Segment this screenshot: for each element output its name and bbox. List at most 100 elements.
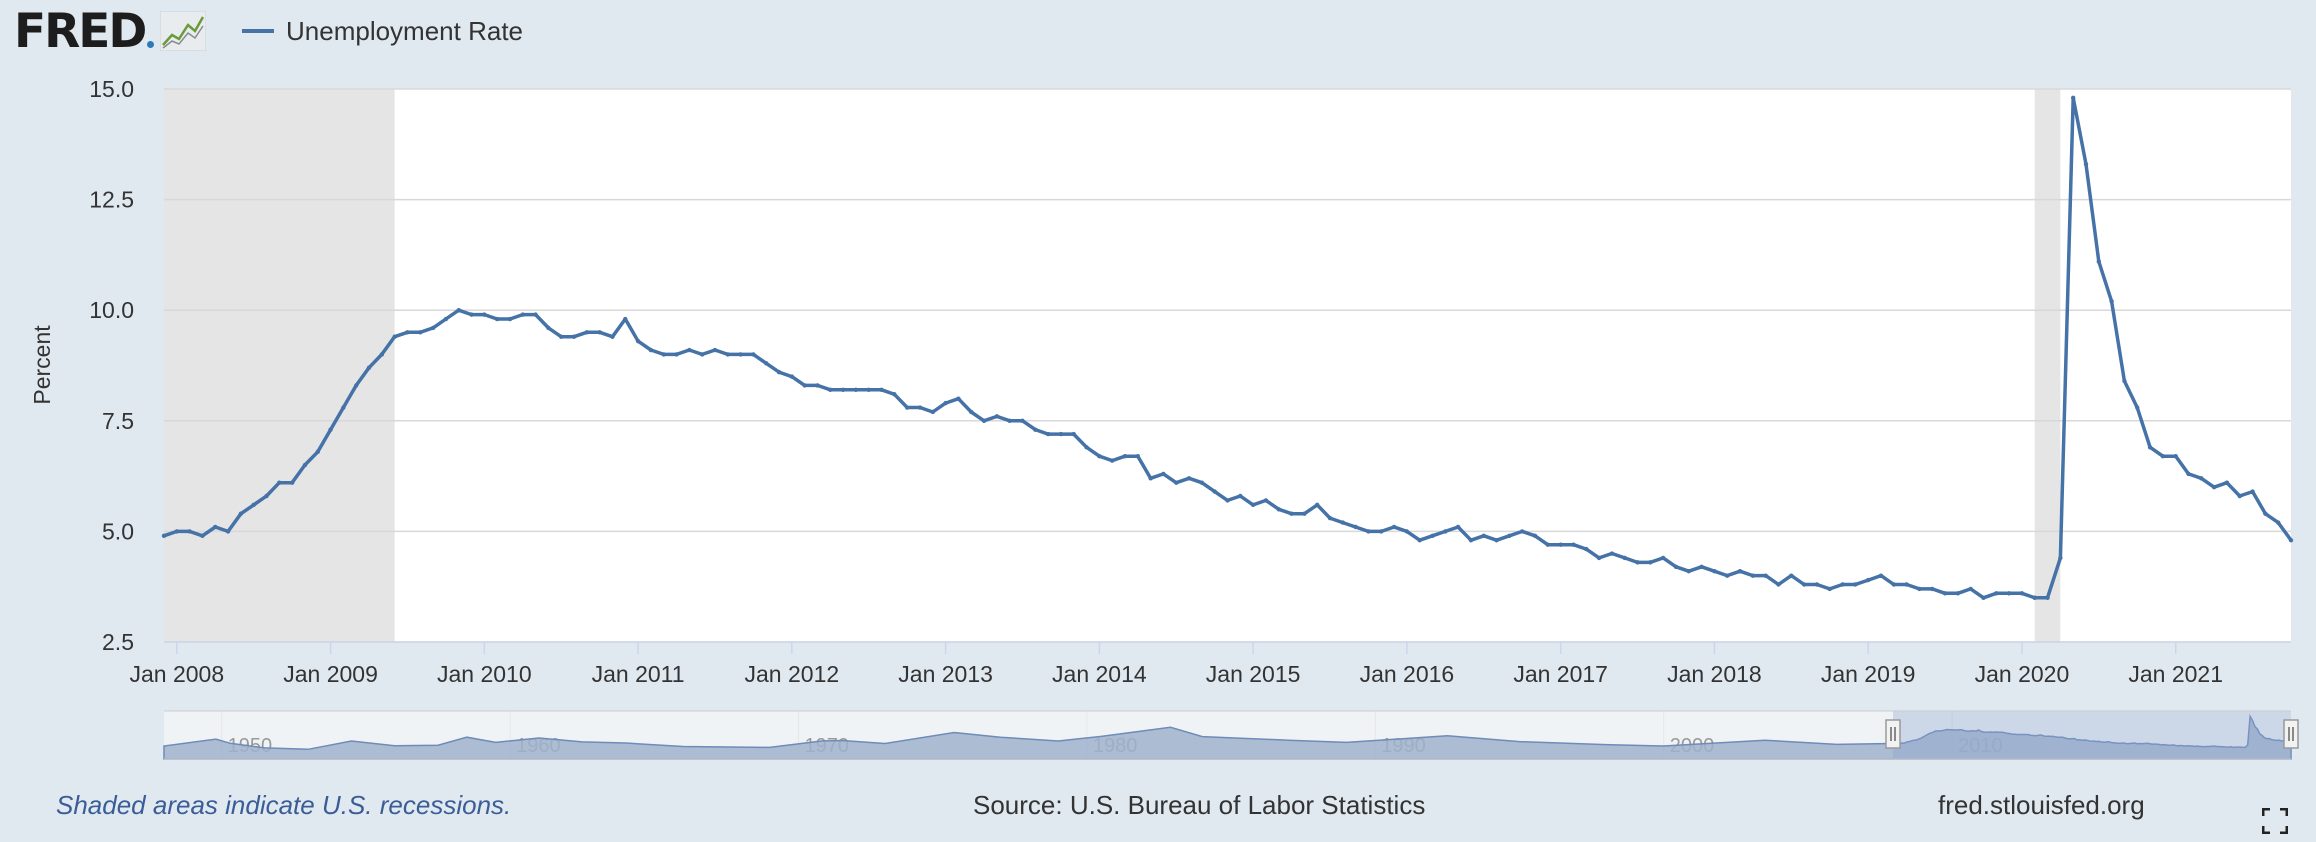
data-point[interactable] (1776, 582, 1781, 587)
data-point[interactable] (1609, 551, 1615, 556)
site-url[interactable]: fred.stlouisfed.org (1938, 790, 2145, 820)
data-point[interactable] (1699, 564, 1704, 569)
data-point[interactable] (2199, 476, 2204, 481)
data-point[interactable] (789, 374, 795, 379)
data-point[interactable] (1199, 480, 1205, 485)
data-point[interactable] (1058, 431, 1064, 437)
data-point[interactable] (584, 330, 590, 335)
data-point[interactable] (725, 352, 730, 357)
data-point[interactable] (1135, 453, 1141, 459)
data-point[interactable] (1084, 445, 1089, 450)
data-point[interactable] (520, 312, 525, 317)
data-point[interactable] (341, 405, 346, 410)
data-point[interactable] (392, 334, 397, 339)
data-point[interactable] (840, 387, 846, 393)
data-point[interactable] (1404, 529, 1410, 534)
data-point[interactable] (251, 502, 256, 508)
data-point[interactable] (1520, 529, 1525, 534)
data-point[interactable] (225, 529, 231, 534)
data-point[interactable] (2288, 538, 2294, 543)
data-point[interactable] (879, 387, 884, 393)
data-point[interactable] (2224, 480, 2230, 485)
data-point[interactable] (1263, 498, 1269, 503)
data-point[interactable] (1827, 586, 1832, 592)
data-point[interactable] (1942, 591, 1948, 596)
data-point[interactable] (1455, 524, 1461, 530)
data-point[interactable] (930, 409, 935, 415)
data-point[interactable] (1981, 595, 1986, 600)
data-point[interactable] (1865, 577, 1871, 583)
data-point[interactable] (2263, 511, 2268, 516)
data-point[interactable] (1686, 569, 1691, 574)
data-point[interactable] (2006, 591, 2012, 596)
data-point[interactable] (1660, 555, 1666, 561)
data-point[interactable] (2250, 489, 2255, 494)
data-point[interactable] (1853, 582, 1858, 587)
data-point[interactable] (1468, 538, 1474, 543)
data-point[interactable] (1494, 538, 1499, 543)
data-point[interactable] (1968, 586, 1973, 592)
data-point[interactable] (238, 511, 244, 516)
data-point[interactable] (1122, 453, 1128, 459)
data-point[interactable] (1584, 546, 1589, 552)
data-point[interactable] (1033, 427, 1038, 432)
data-point[interactable] (1045, 431, 1051, 437)
data-point[interactable] (546, 325, 551, 331)
data-point[interactable] (328, 427, 333, 432)
data-point[interactable] (1532, 533, 1538, 539)
data-point[interactable] (2160, 453, 2166, 459)
data-point[interactable] (2109, 299, 2114, 304)
data-point[interactable] (1571, 542, 1576, 547)
data-point[interactable] (1212, 489, 1217, 494)
data-point[interactable] (264, 493, 269, 499)
data-point[interactable] (1327, 515, 1333, 521)
data-point[interactable] (1366, 529, 1371, 534)
data-point[interactable] (507, 316, 513, 322)
fullscreen-icon[interactable] (2262, 808, 2288, 834)
data-point[interactable] (571, 334, 577, 339)
data-point[interactable] (366, 365, 372, 370)
data-point[interactable] (802, 383, 807, 388)
data-point[interactable] (815, 383, 820, 388)
data-point[interactable] (1289, 511, 1294, 516)
data-point[interactable] (943, 400, 948, 406)
data-point[interactable] (776, 369, 782, 375)
data-point[interactable] (1340, 520, 1346, 525)
data-point[interactable] (1904, 582, 1909, 587)
data-point[interactable] (1763, 573, 1768, 578)
navigator-handle-left[interactable] (1885, 719, 1901, 749)
data-point[interactable] (2019, 591, 2025, 596)
data-point[interactable] (1622, 555, 1627, 561)
data-point[interactable] (1750, 573, 1756, 578)
data-point[interactable] (1789, 573, 1794, 578)
data-point[interactable] (1891, 582, 1896, 587)
data-point[interactable] (751, 352, 756, 357)
data-point[interactable] (1725, 573, 1730, 578)
data-point[interactable] (2186, 471, 2191, 477)
data-point[interactable] (828, 387, 833, 393)
data-point[interactable] (1507, 533, 1512, 539)
data-point[interactable] (1878, 573, 1884, 578)
data-point[interactable] (1302, 511, 1307, 516)
fred-logo[interactable]: FRED (14, 6, 207, 56)
data-point[interactable] (1673, 564, 1679, 569)
data-point[interactable] (1712, 569, 1717, 574)
data-point[interactable] (2147, 445, 2153, 450)
data-point[interactable] (2173, 453, 2178, 459)
data-point[interactable] (892, 392, 897, 397)
data-point[interactable] (213, 524, 218, 530)
data-point[interactable] (1314, 502, 1320, 508)
data-point[interactable] (866, 387, 871, 393)
data-point[interactable] (1161, 471, 1166, 477)
data-point[interactable] (1930, 586, 1935, 592)
data-point[interactable] (648, 347, 654, 353)
data-point[interactable] (418, 330, 423, 335)
data-point[interactable] (289, 480, 295, 485)
data-point[interactable] (687, 347, 692, 353)
data-point[interactable] (623, 316, 628, 322)
data-point[interactable] (635, 338, 641, 344)
data-point[interactable] (1174, 480, 1179, 485)
data-point[interactable] (712, 347, 718, 353)
data-point[interactable] (2275, 520, 2281, 525)
data-point[interactable] (1596, 555, 1602, 561)
